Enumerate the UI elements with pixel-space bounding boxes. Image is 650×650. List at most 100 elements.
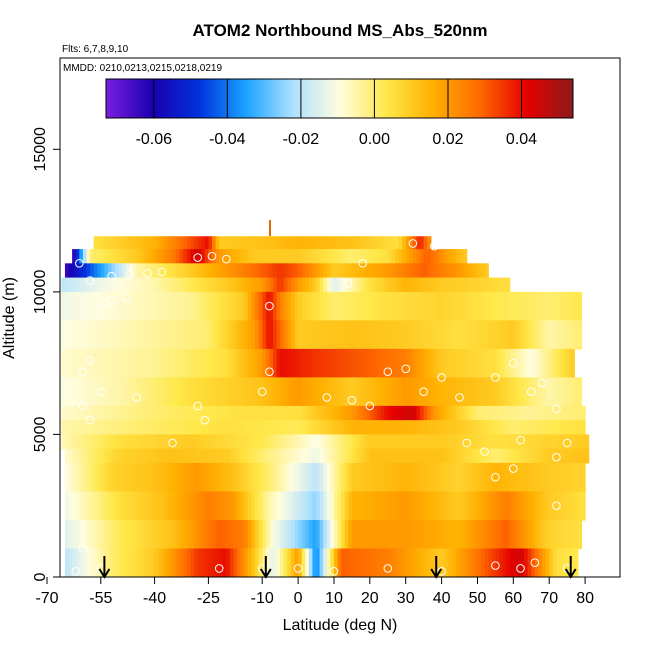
heatmap-cell [64, 405, 70, 421]
heatmap-cell [552, 420, 557, 436]
heatmap-cell [495, 377, 500, 407]
heatmap-cell [445, 263, 450, 279]
heatmap-cell [204, 420, 210, 436]
heatmap-cell [430, 462, 436, 493]
heatmap-cell [276, 348, 281, 378]
sample-point [430, 241, 439, 251]
heatmap-cell [86, 519, 91, 550]
heatmap-cell [330, 263, 335, 279]
heatmap-cell [434, 377, 439, 407]
heatmap-cell [498, 348, 504, 378]
heatmap-cell [104, 277, 109, 293]
heatmap-cell [441, 277, 446, 293]
heatmap-cell [287, 377, 292, 407]
heatmap-cell [470, 548, 475, 577]
heatmap-cell [359, 320, 364, 350]
heatmap-cell [373, 377, 378, 407]
heatmap-cell [97, 434, 102, 450]
heatmap-cell [72, 377, 77, 407]
heatmap-cell [154, 519, 159, 550]
heatmap-cell [287, 263, 292, 279]
heatmap-cell [402, 320, 407, 350]
heatmap-cell [545, 491, 550, 521]
heatmap-cell [194, 519, 199, 550]
heatmap-cell [473, 462, 479, 493]
heatmap-cell [233, 291, 238, 321]
heatmap-cell [118, 491, 123, 521]
heatmap-cell [168, 277, 174, 293]
heatmap-cell [484, 348, 489, 378]
heatmap-cell [161, 277, 166, 293]
heatmap-cell [151, 263, 156, 279]
heatmap-cell [255, 519, 260, 550]
heatmap-cell [348, 320, 353, 350]
heatmap-cell [559, 434, 565, 450]
heatmap-cell [100, 348, 105, 378]
heatmap-cell [567, 420, 572, 436]
heatmap-cell [341, 491, 346, 521]
heatmap-cell [143, 548, 149, 577]
heatmap-cell [244, 263, 249, 279]
heatmap-cell [247, 277, 253, 293]
heatmap-cell [405, 491, 410, 521]
heatmap-cell [402, 277, 407, 293]
heatmap-cell [434, 491, 439, 521]
heatmap-cell [100, 548, 105, 577]
heatmap-cell [111, 249, 116, 264]
heatmap-cell [90, 291, 95, 321]
heatmap-cell [172, 320, 177, 350]
heatmap-cell [549, 519, 554, 550]
heatmap-cell [197, 519, 202, 550]
heatmap-cell [298, 519, 303, 550]
heatmap-cell [194, 462, 199, 493]
heatmap-cell [455, 263, 461, 279]
heatmap-cell [427, 519, 432, 550]
heatmap-cell [107, 434, 113, 450]
heatmap-cell [64, 377, 70, 407]
heatmap-cell [176, 277, 181, 293]
heatmap-cell [326, 291, 331, 321]
heatmap-cell [366, 462, 371, 493]
heatmap-cell [222, 519, 227, 550]
heatmap-cell [140, 548, 145, 577]
heatmap-cell [577, 420, 583, 436]
heatmap-cell [391, 263, 396, 279]
heatmap-cell [118, 448, 123, 464]
heatmap-cell [168, 236, 174, 250]
heatmap-cell [574, 420, 579, 436]
heatmap-cell [233, 420, 238, 436]
heatmap-cell [542, 291, 547, 321]
heatmap-cell [294, 519, 299, 550]
heatmap-cell [394, 548, 400, 577]
heatmap-cell [305, 519, 310, 550]
heatmap-cell [229, 249, 235, 264]
heatmap-cell [136, 405, 141, 421]
heatmap-cell [237, 277, 242, 293]
heatmap-cell [344, 277, 349, 293]
heatmap-cell [348, 249, 353, 264]
heatmap-cell [549, 420, 554, 436]
heatmap-cell [244, 405, 249, 421]
heatmap-cell [549, 548, 554, 577]
heatmap-cell [229, 291, 235, 321]
heatmap-cell [316, 434, 321, 450]
heatmap-cell [122, 548, 127, 577]
sample-point [132, 393, 141, 402]
heatmap-cell [133, 491, 138, 521]
heatmap-cell [366, 405, 371, 421]
heatmap-cell [93, 236, 98, 250]
heatmap-cell [186, 377, 192, 407]
sample-point [437, 567, 446, 576]
heatmap-cell [373, 548, 378, 577]
heatmap-cell [272, 320, 278, 350]
heatmap-cell [237, 462, 242, 493]
heatmap-cell [272, 348, 278, 378]
heatmap-cell [330, 448, 335, 464]
heatmap-cell [409, 519, 414, 550]
heatmap-cell [190, 434, 195, 450]
heatmap-cell [470, 491, 475, 521]
heatmap-cell [251, 277, 256, 293]
heatmap-cell [240, 348, 245, 378]
heatmap-cell [391, 377, 396, 407]
